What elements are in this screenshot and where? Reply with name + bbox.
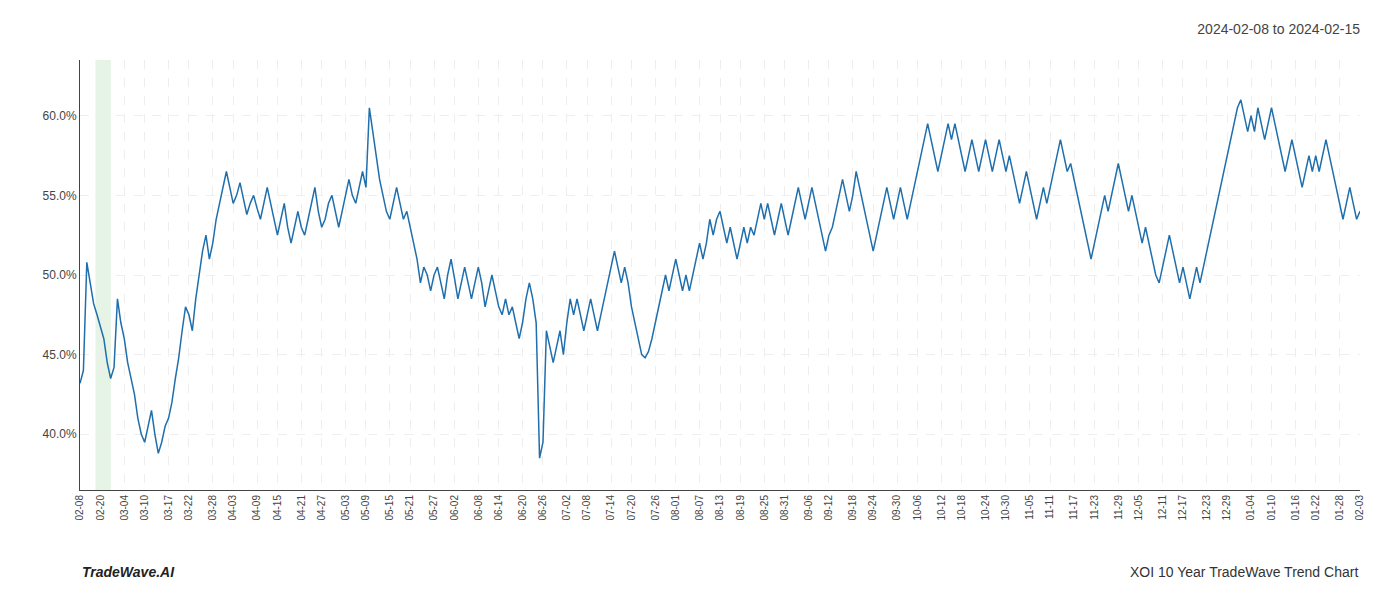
svg-text:03-17: 03-17	[163, 495, 174, 521]
svg-text:55.0%: 55.0%	[43, 189, 77, 203]
svg-text:09-12: 09-12	[823, 495, 834, 521]
svg-text:10-06: 10-06	[912, 495, 923, 521]
svg-text:11-23: 11-23	[1089, 495, 1100, 520]
svg-text:08-25: 08-25	[759, 495, 770, 521]
svg-text:TradeWave.AI: TradeWave.AI	[82, 564, 175, 580]
svg-text:05-27: 05-27	[428, 495, 439, 521]
svg-text:07-26: 07-26	[650, 495, 661, 521]
svg-text:06-08: 06-08	[473, 495, 484, 521]
svg-text:09-24: 09-24	[867, 495, 878, 521]
svg-text:12-17: 12-17	[1177, 495, 1188, 521]
svg-text:02-08: 02-08	[74, 495, 85, 521]
svg-text:08-31: 08-31	[779, 495, 790, 521]
svg-text:02-20: 02-20	[95, 495, 106, 521]
svg-text:06-14: 06-14	[493, 495, 504, 521]
svg-text:06-20: 06-20	[517, 495, 528, 521]
svg-text:05-09: 05-09	[360, 495, 371, 521]
svg-text:10-24: 10-24	[980, 495, 991, 521]
svg-text:09-30: 09-30	[891, 495, 902, 521]
svg-text:04-15: 04-15	[272, 495, 283, 521]
svg-text:01-04: 01-04	[1245, 495, 1256, 521]
svg-text:01-22: 01-22	[1310, 495, 1321, 521]
svg-text:12-05: 12-05	[1133, 495, 1144, 521]
svg-text:07-08: 07-08	[581, 495, 592, 521]
svg-text:05-03: 05-03	[340, 495, 351, 521]
svg-text:01-16: 01-16	[1290, 495, 1301, 521]
svg-text:08-01: 08-01	[670, 495, 681, 521]
svg-text:05-21: 05-21	[404, 495, 415, 521]
svg-text:06-02: 06-02	[449, 495, 460, 521]
svg-text:10-12: 10-12	[936, 495, 947, 521]
svg-text:01-28: 01-28	[1334, 495, 1345, 521]
svg-text:2024-02-08 to 2024-02-15: 2024-02-08 to 2024-02-15	[1197, 21, 1360, 37]
svg-text:11-05: 11-05	[1024, 495, 1035, 520]
svg-text:40.0%: 40.0%	[43, 427, 77, 441]
svg-text:12-23: 12-23	[1201, 495, 1212, 521]
svg-text:03-22: 03-22	[183, 495, 194, 521]
svg-text:10-30: 10-30	[1000, 495, 1011, 521]
svg-text:08-07: 08-07	[694, 495, 705, 521]
svg-text:10-18: 10-18	[956, 495, 967, 521]
svg-text:04-27: 04-27	[316, 495, 327, 521]
svg-text:12-11: 12-11	[1157, 495, 1168, 520]
svg-text:11-29: 11-29	[1113, 495, 1124, 520]
svg-text:03-28: 03-28	[207, 495, 218, 521]
svg-text:04-21: 04-21	[296, 495, 307, 521]
svg-text:07-14: 07-14	[605, 495, 616, 521]
svg-text:XOI 10 Year TradeWave Trend Ch: XOI 10 Year TradeWave Trend Chart	[1130, 564, 1358, 580]
svg-text:09-18: 09-18	[847, 495, 858, 521]
svg-text:11-17: 11-17	[1068, 495, 1079, 520]
svg-text:09-06: 09-06	[803, 495, 814, 521]
svg-text:12-29: 12-29	[1221, 495, 1232, 521]
svg-text:06-26: 06-26	[537, 495, 548, 521]
svg-text:03-04: 03-04	[119, 495, 130, 521]
svg-text:01-10: 01-10	[1266, 495, 1277, 521]
svg-text:08-19: 08-19	[735, 495, 746, 521]
svg-text:50.0%: 50.0%	[43, 268, 77, 282]
svg-text:60.0%: 60.0%	[43, 109, 77, 123]
svg-text:03-10: 03-10	[139, 495, 150, 521]
svg-text:05-15: 05-15	[384, 495, 395, 521]
svg-text:07-02: 07-02	[561, 495, 572, 521]
svg-text:07-20: 07-20	[626, 495, 637, 521]
svg-text:04-03: 04-03	[227, 495, 238, 521]
svg-text:02-03: 02-03	[1354, 495, 1365, 521]
svg-text:11-11: 11-11	[1044, 495, 1055, 520]
svg-text:08-13: 08-13	[714, 495, 725, 521]
svg-text:04-09: 04-09	[251, 495, 262, 521]
svg-text:45.0%: 45.0%	[43, 348, 77, 362]
